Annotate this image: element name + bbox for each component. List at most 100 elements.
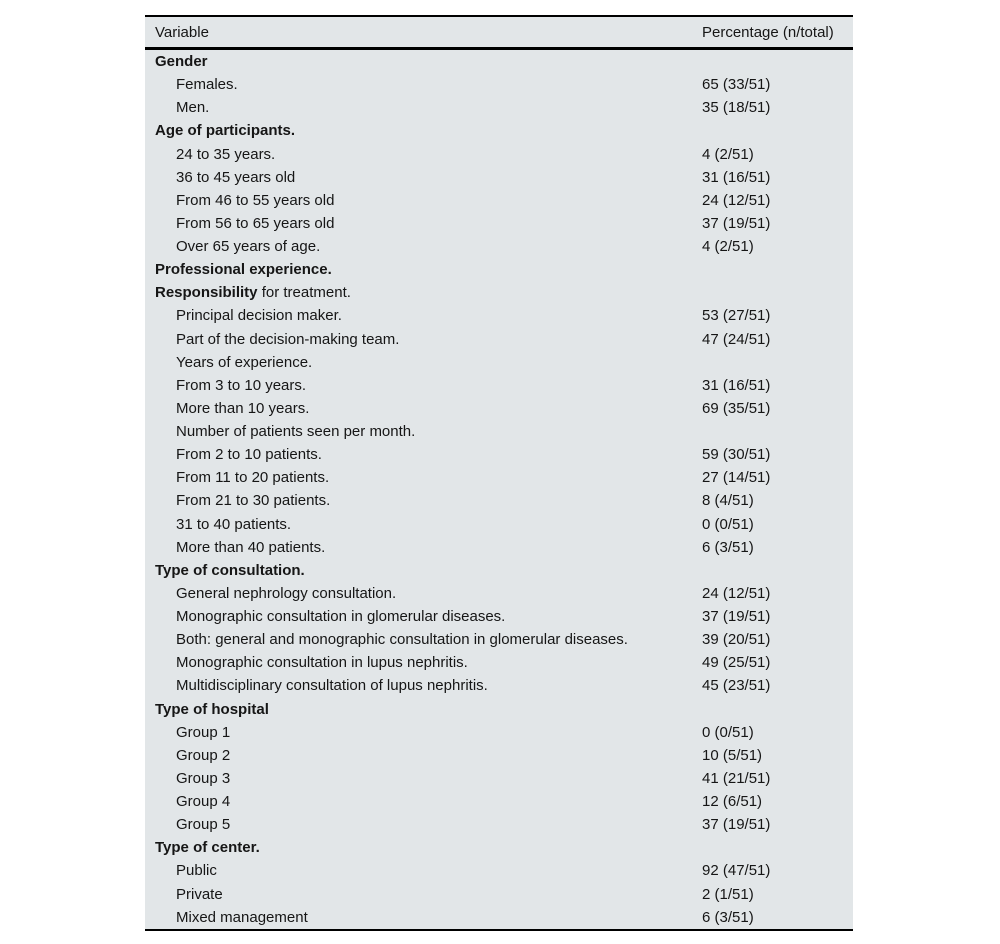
variable-cell: Principal decision maker. xyxy=(176,307,342,325)
table-row: Public 92 (47/51) xyxy=(145,859,853,882)
value-cell: 12 (6/51) xyxy=(702,793,763,810)
variable-cell: Responsibility for treatment. xyxy=(155,284,351,302)
value-cell: 6 (3/51) xyxy=(702,538,754,556)
value-cell: 0 (0/51) xyxy=(702,515,754,533)
table-row: Responsibility for treatment. xyxy=(145,281,853,304)
variable-cell: From 56 to 65 years old xyxy=(176,214,335,232)
column-header-variable: Variable xyxy=(155,23,209,41)
value-cell: 4 (2/51) xyxy=(702,238,754,255)
table-row: Group 1 0 (0/51) xyxy=(145,721,853,744)
variable-cell: Men. xyxy=(176,99,210,117)
table-row: Both: general and monographic consultati… xyxy=(145,628,853,651)
table-row: 36 to 45 years old 31 (16/51) xyxy=(145,166,853,189)
variable-cell: From 46 to 55 years old xyxy=(176,191,335,209)
table-row: From 21 to 30 patients. 8 (4/51) xyxy=(145,489,853,512)
table-header-row: Variable Percentage (n/total) xyxy=(145,17,853,47)
table-body: Gender Females. 65 (33/51) Men. 35 (18/51) Ag… xyxy=(145,50,853,929)
variable-cell: Gender xyxy=(155,53,208,70)
value-cell: 41 (21/51) xyxy=(702,769,771,787)
variable-cell: Public xyxy=(176,862,217,880)
variable-cell: Both: general and monographic consultati… xyxy=(176,631,628,649)
table-top-rule xyxy=(145,15,853,17)
column-header-percentage: Percentage (n/total) xyxy=(702,23,834,41)
variable-cell: General nephrology consultation. xyxy=(176,584,397,602)
variable-cell: From 2 to 10 patients. xyxy=(176,446,322,464)
variable-cell: 36 to 45 years old xyxy=(176,168,296,186)
table-row: More than 40 patients. 6 (3/51) xyxy=(145,536,853,559)
variable-cell: Group 4 xyxy=(176,793,231,810)
value-cell: 10 (5/51) xyxy=(702,746,763,764)
table-row: Years of experience. xyxy=(145,351,853,374)
value-cell: 45 (23/51) xyxy=(702,677,771,695)
value-cell: 37 (19/51) xyxy=(702,816,771,834)
variable-cell: Years of experience. xyxy=(176,353,313,371)
value-cell: 53 (27/51) xyxy=(702,307,771,325)
table-row: Men. 35 (18/51) xyxy=(145,96,853,119)
variable-cell: Mixed management xyxy=(176,908,308,926)
variable-cell: From 11 to 20 patients. xyxy=(176,469,330,487)
table-row: From 46 to 55 years old 24 (12/51) xyxy=(145,189,853,212)
table-row: Type of consultation. xyxy=(145,559,853,582)
value-cell: 31 (16/51) xyxy=(702,168,771,186)
value-cell: 65 (33/51) xyxy=(702,76,771,94)
table-row: Private 2 (1/51) xyxy=(145,883,853,906)
table-row: 24 to 35 years. 4 (2/51) xyxy=(145,143,853,166)
variable-cell: More than 10 years. xyxy=(176,399,310,417)
variable-cell: Type of hospital xyxy=(155,700,269,718)
table-row: Principal decision maker. 53 (27/51) xyxy=(145,304,853,327)
variable-cell: 31 to 40 patients. xyxy=(176,515,292,533)
variable-cell: Over 65 years of age. xyxy=(176,238,321,255)
variable-cell: 24 to 35 years. xyxy=(176,145,276,163)
table-row: Females. 65 (33/51) xyxy=(145,73,853,96)
variable-cell: Females. xyxy=(176,76,238,94)
value-cell: 92 (47/51) xyxy=(702,862,771,880)
table-row: Gender xyxy=(145,50,853,73)
table-row: General nephrology consultation. 24 (12/5… xyxy=(145,582,853,605)
variable-cell: Monographic consultation in glomerular d… xyxy=(176,608,506,625)
table-row: From 2 to 10 patients. 59 (30/51) xyxy=(145,443,853,466)
value-cell: 59 (30/51) xyxy=(702,446,771,464)
table-row: Group 2 10 (5/51) xyxy=(145,744,853,767)
participants-characteristics-table: Variable Percentage (n/total) Gender Fema… xyxy=(145,15,853,931)
variable-cell: From 3 to 10 years. xyxy=(176,376,307,394)
variable-cell: Professional experience. xyxy=(155,261,332,279)
variable-cell: Monographic consultation in lupus nephri… xyxy=(176,654,468,672)
value-cell: 2 (1/51) xyxy=(702,885,754,903)
table-row: Over 65 years of age. 4 (2/51) xyxy=(145,235,853,258)
variable-cell: Multidisciplinary consultation of lupus … xyxy=(176,677,488,695)
variable-cell: Group 3 xyxy=(176,769,231,787)
table-row: Number of patients seen per month. xyxy=(145,420,853,443)
variable-cell: Number of patients seen per month. xyxy=(176,423,416,440)
value-cell: 37 (19/51) xyxy=(702,214,771,232)
table-row: Group 3 41 (21/51) xyxy=(145,767,853,790)
variable-cell: Type of center. xyxy=(155,839,260,857)
table-row: Monographic consultation in glomerular d… xyxy=(145,605,853,628)
value-cell: 35 (18/51) xyxy=(702,99,771,117)
variable-cell: Type of consultation. xyxy=(155,561,305,579)
table-row: From 3 to 10 years. 31 (16/51) xyxy=(145,374,853,397)
value-cell: 24 (12/51) xyxy=(702,584,771,602)
table-row: Group 5 37 (19/51) xyxy=(145,813,853,836)
table-row: From 56 to 65 years old 37 (19/51) xyxy=(145,212,853,235)
value-cell: 0 (0/51) xyxy=(702,723,754,741)
variable-cell: Group 1 xyxy=(176,723,231,741)
variable-cell: Private xyxy=(176,885,223,903)
table-row: Professional experience. xyxy=(145,258,853,281)
variable-cell: From 21 to 30 patients. xyxy=(176,492,331,510)
value-cell: 47 (24/51) xyxy=(702,330,771,348)
value-cell: 24 (12/51) xyxy=(702,191,771,209)
value-cell: 39 (20/51) xyxy=(702,631,771,649)
value-cell: 31 (16/51) xyxy=(702,376,771,394)
value-cell: 49 (25/51) xyxy=(702,654,771,672)
table-row: From 11 to 20 patients. 27 (14/51) xyxy=(145,466,853,489)
table-row: Type of hospital xyxy=(145,698,853,721)
table-row: Part of the decision-making team. 47 (24/… xyxy=(145,328,853,351)
table-bottom-rule xyxy=(145,928,853,931)
table-row: More than 10 years. 69 (35/51) xyxy=(145,397,853,420)
table-row: Age of participants. xyxy=(145,119,853,142)
value-cell: 8 (4/51) xyxy=(702,492,754,510)
variable-cell: Group 2 xyxy=(176,746,231,764)
value-cell: 37 (19/51) xyxy=(702,608,771,625)
value-cell: 4 (2/51) xyxy=(702,145,754,163)
table-row: 31 to 40 patients. 0 (0/51) xyxy=(145,513,853,536)
